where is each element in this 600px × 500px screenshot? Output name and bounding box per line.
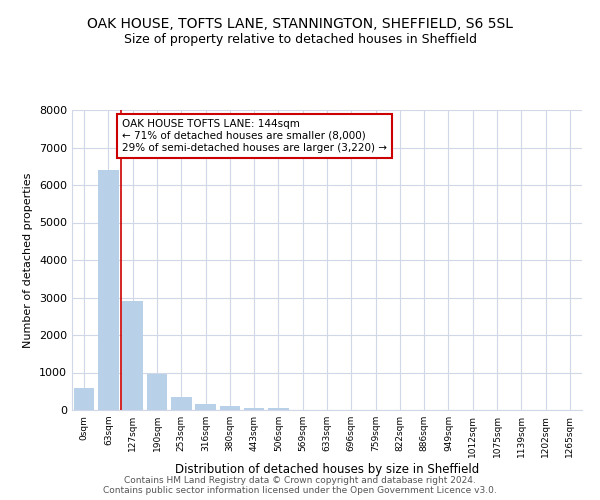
- Bar: [146, 374, 167, 410]
- Text: OAK HOUSE, TOFTS LANE, STANNINGTON, SHEFFIELD, S6 5SL: OAK HOUSE, TOFTS LANE, STANNINGTON, SHEF…: [87, 18, 513, 32]
- Bar: [122, 300, 143, 410]
- Bar: [98, 170, 119, 410]
- Y-axis label: Number of detached properties: Number of detached properties: [23, 172, 34, 348]
- Bar: [74, 388, 94, 410]
- Bar: [244, 408, 265, 410]
- X-axis label: Distribution of detached houses by size in Sheffield: Distribution of detached houses by size …: [175, 462, 479, 475]
- Text: Size of property relative to detached houses in Sheffield: Size of property relative to detached ho…: [124, 32, 476, 46]
- Text: OAK HOUSE TOFTS LANE: 144sqm
← 71% of detached houses are smaller (8,000)
29% of: OAK HOUSE TOFTS LANE: 144sqm ← 71% of de…: [122, 120, 387, 152]
- Bar: [171, 397, 191, 410]
- Text: Contains HM Land Registry data © Crown copyright and database right 2024.
Contai: Contains HM Land Registry data © Crown c…: [103, 476, 497, 495]
- Bar: [268, 408, 289, 410]
- Bar: [195, 404, 216, 410]
- Bar: [220, 406, 240, 410]
